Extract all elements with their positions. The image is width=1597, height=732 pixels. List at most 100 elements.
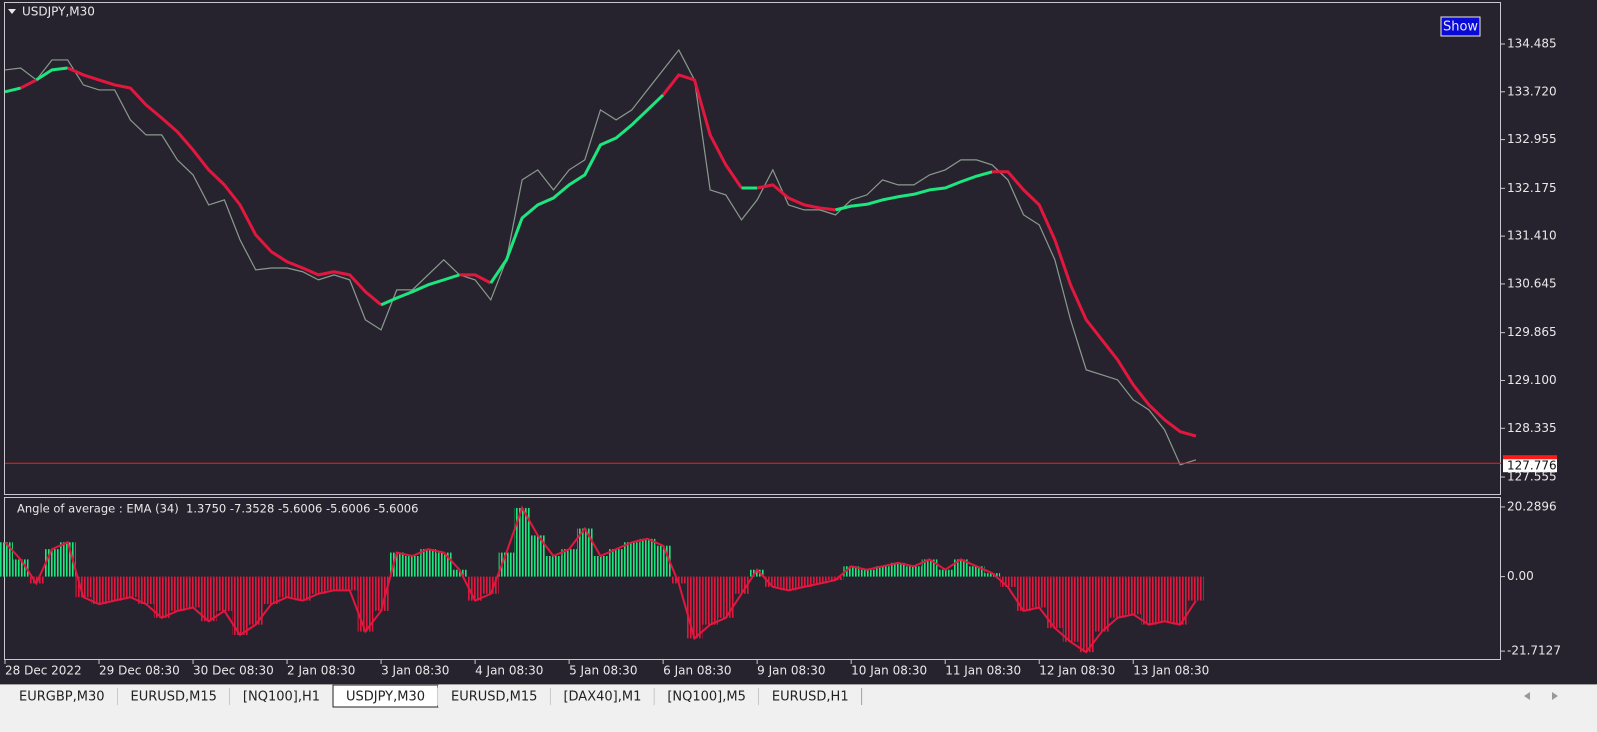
x-tick-label: 11 Jan 08:30 [945, 664, 1021, 678]
indicator-bar [812, 576, 828, 584]
indicator-bar [827, 576, 844, 581]
tab[interactable]: EURUSD,M15 [438, 685, 551, 707]
indicator-bar [122, 576, 139, 598]
tab-label[interactable]: USDJPY,M30 [346, 690, 425, 705]
current-price-flag [1503, 455, 1557, 460]
y-tick-label: 127.555 [1507, 470, 1557, 484]
indicator-bar [216, 576, 233, 611]
tab-label[interactable]: [NQ100],M5 [667, 690, 746, 705]
x-tick-label: 9 Jan 08:30 [757, 664, 825, 678]
y-tick-label: -21.7127 [1507, 644, 1561, 658]
indicator-bar [326, 576, 342, 591]
indicator-bar [1109, 576, 1126, 618]
indicator-bar [404, 556, 421, 577]
indicator-bar [0, 542, 13, 577]
tab-label[interactable]: [NQ100],H1 [243, 690, 320, 705]
indicator-bar [153, 576, 170, 618]
tab[interactable]: EURGBP,M30 [6, 685, 118, 707]
indicator-bar [1172, 576, 1189, 625]
indicator-bar [576, 528, 593, 577]
indicator-bar [185, 576, 201, 608]
indicator-bar [749, 569, 766, 577]
indicator-bar [1031, 576, 1048, 608]
indicator-bar [498, 552, 515, 577]
scroll-left[interactable] [1524, 692, 1530, 700]
x-tick-label: 6 Jan 08:30 [663, 664, 731, 678]
indicator-bar [921, 559, 938, 577]
x-tick-label: 13 Jan 08:30 [1133, 664, 1209, 678]
indicator-bar [1000, 576, 1016, 587]
indicator-bar [702, 576, 719, 625]
tab[interactable]: [NQ100],H1 [229, 685, 334, 707]
indicator-bar [28, 576, 45, 584]
y-tick-label: 129.100 [1507, 373, 1557, 387]
ema-line [661, 73, 743, 189]
tab-label[interactable]: [DAX40],M1 [563, 690, 641, 705]
ema-line [67, 66, 383, 307]
ema-line [380, 273, 460, 307]
indicator-bar [169, 576, 186, 611]
dropdown-arrow[interactable] [8, 9, 16, 14]
indicator-title: Angle of average : EMA (34) 1.3750 -7.35… [17, 502, 418, 516]
tab[interactable]: USDJPY,M30 [332, 684, 439, 708]
indicator-bar [1141, 576, 1157, 625]
indicator-bar [247, 576, 264, 625]
current-price-label: 127.776 [1507, 459, 1557, 473]
chart-background [0, 0, 1597, 684]
indicator-bar [263, 576, 280, 605]
indicator-bar [1125, 576, 1142, 615]
tab[interactable]: [NQ100],M5 [654, 685, 760, 707]
indicator-bar [310, 576, 327, 594]
y-tick-label: 134.485 [1507, 36, 1557, 50]
indicator-bar [1062, 576, 1079, 642]
indicator-bar [1078, 576, 1095, 653]
indicator-bar [279, 576, 295, 598]
y-tick-label: 129.865 [1507, 325, 1557, 339]
y-tick-label: 0.00 [1507, 569, 1534, 583]
indicator-bar [514, 507, 530, 577]
indicator-bar [953, 559, 969, 577]
show-button[interactable] [1440, 16, 1481, 37]
indicator-bar [859, 569, 875, 577]
tab-label[interactable]: EURUSD,M15 [451, 690, 537, 705]
indicator-bar [906, 566, 922, 577]
tab-label[interactable]: EURGBP,M30 [19, 690, 104, 705]
indicator-bar [232, 576, 248, 635]
price-line [4, 48, 1197, 466]
tab-label[interactable]: EURUSD,M15 [130, 690, 216, 705]
scroll-right[interactable] [1552, 692, 1558, 700]
y-tick-label: 132.175 [1507, 181, 1557, 195]
indicator-bar [639, 538, 656, 577]
indicator-bar [561, 549, 577, 577]
x-tick-label: 4 Jan 08:30 [475, 664, 543, 678]
indicator-bar [592, 556, 609, 577]
indicator-bar [1094, 576, 1110, 632]
tab[interactable]: EURUSD,H1 [758, 685, 863, 707]
indicator-bar [1015, 576, 1032, 611]
indicator-bar [420, 549, 436, 577]
tab-background [117, 685, 230, 707]
indicator-bar [59, 542, 76, 577]
ema-line [835, 170, 993, 212]
main-panel-frame [4, 2, 1501, 495]
indicator-bar [91, 576, 107, 605]
show-button-label[interactable]: Show [1443, 20, 1478, 35]
ema-line [489, 93, 665, 284]
y-tick-label: 131.410 [1507, 229, 1557, 243]
x-tick-label: 28 Dec 2022 [5, 664, 82, 678]
ema-line [35, 66, 68, 82]
tab-background [6, 685, 118, 707]
y-tick-label: 133.720 [1507, 84, 1557, 98]
indicator-bar [937, 569, 954, 577]
tab-label[interactable]: EURUSD,H1 [772, 690, 849, 705]
tab[interactable]: [DAX40],M1 [550, 685, 655, 707]
tab[interactable]: EURUSD,M15 [117, 685, 231, 707]
indicator-bar [200, 576, 217, 622]
tab-background [229, 685, 334, 707]
y-tick-label: 20.2896 [1507, 499, 1557, 513]
ema-line [992, 170, 1197, 438]
indicator-bar [341, 576, 358, 591]
ema-line [756, 183, 836, 212]
